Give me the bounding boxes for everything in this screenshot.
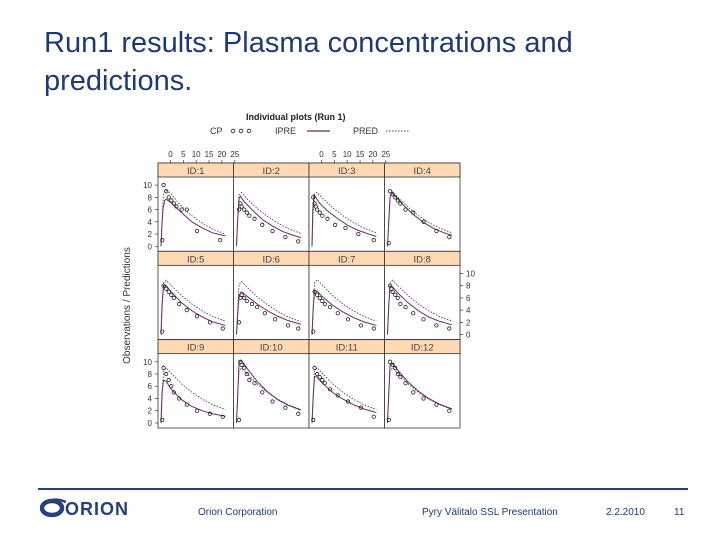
x-tick-label: 0	[319, 150, 324, 159]
y-tick-label: 4	[148, 394, 153, 403]
panel-id-label: ID:11	[336, 343, 358, 354]
legend-cp-marker	[247, 129, 251, 133]
y-tick-label: 8	[466, 282, 471, 291]
x-tick-label: 20	[217, 150, 226, 159]
x-tick-label: 0	[168, 150, 173, 159]
y-tick-label: 10	[143, 358, 152, 367]
y-tick-label: 10	[466, 269, 475, 278]
y-tick-label: 6	[148, 206, 153, 215]
footer-divider	[38, 488, 688, 490]
y-tick-label: 4	[466, 306, 471, 315]
chart-title: Individual plots (Run 1)	[246, 112, 346, 122]
orion-logo: ORION	[40, 496, 130, 520]
footer-date: 2.2.2010	[606, 507, 645, 518]
x-tick-label: 5	[181, 150, 186, 159]
y-tick-label: 4	[148, 218, 153, 227]
y-tick-label: 2	[148, 407, 153, 416]
x-tick-label: 10	[192, 150, 201, 159]
panel-id-label: ID:7	[338, 254, 355, 265]
legend-ipre-label: IPRE	[275, 126, 296, 136]
y-tick-label: 2	[466, 318, 471, 327]
y-tick-label: 2	[148, 230, 153, 239]
panel-id-label: ID:10	[260, 343, 283, 354]
panel-id-label: ID:6	[263, 254, 280, 265]
y-tick-label: 0	[148, 242, 153, 251]
panel-id-label: ID:1	[187, 166, 204, 177]
legend-cp-marker	[239, 129, 243, 133]
legend-pred-label: PRED	[353, 126, 379, 136]
footer-company: Orion Corporation	[198, 507, 277, 518]
footer-presenter: Pyry Välitalo SSL Presentation	[422, 507, 558, 518]
panel-id-label: ID:2	[263, 166, 280, 177]
panel-id-label: ID:5	[187, 254, 204, 265]
x-tick-label: 25	[230, 150, 239, 159]
y-tick-label: 0	[466, 331, 471, 340]
x-tick-label: 10	[343, 150, 352, 159]
panel-id-label: ID:3	[338, 166, 355, 177]
legend-cp-label: CP	[210, 126, 223, 136]
legend-cp-marker	[231, 129, 235, 133]
y-tick-label: 8	[148, 193, 153, 202]
y-tick-label: 10	[143, 181, 152, 190]
x-tick-label: 15	[205, 150, 214, 159]
x-tick-label: 25	[381, 150, 390, 159]
y-tick-label: 6	[148, 382, 153, 391]
panel-id-label: ID:9	[187, 343, 204, 354]
y-tick-label: 0	[148, 419, 153, 428]
y-axis-label: Observations / Predictions	[122, 247, 133, 364]
panel-id-label: ID:8	[414, 254, 431, 265]
x-tick-label: 20	[368, 150, 377, 159]
y-tick-label: 6	[466, 294, 471, 303]
footer-page-number: 11	[674, 507, 684, 518]
trellis-figure: Individual plots (Run 1) CP IPRE PRED Observ…	[0, 0, 720, 480]
panel-id-label: ID:12	[411, 343, 434, 354]
x-tick-label: 5	[332, 150, 337, 159]
logo-lettering: ORION	[65, 499, 129, 519]
y-tick-label: 8	[148, 370, 153, 379]
x-tick-label: 15	[356, 150, 365, 159]
panel-id-label: ID:4	[414, 166, 431, 177]
